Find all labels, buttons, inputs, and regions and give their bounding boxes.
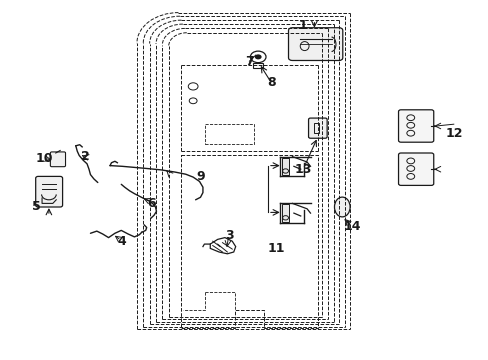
FancyBboxPatch shape	[288, 28, 342, 60]
FancyBboxPatch shape	[308, 118, 326, 138]
Bar	[253, 63, 263, 68]
Bar	[281, 204, 289, 222]
Text: 10: 10	[35, 152, 53, 165]
Bar	[205, 124, 254, 144]
FancyBboxPatch shape	[36, 176, 62, 207]
Bar	[313, 123, 318, 133]
Ellipse shape	[334, 197, 349, 217]
Text: 11: 11	[267, 242, 285, 255]
Text: 7: 7	[244, 55, 253, 68]
Text: 9: 9	[196, 170, 204, 183]
Text: 5: 5	[32, 201, 41, 213]
Text: 6: 6	[147, 197, 156, 210]
Text: 4: 4	[118, 235, 126, 248]
Bar	[281, 158, 289, 175]
FancyBboxPatch shape	[398, 110, 433, 142]
Text: 2: 2	[81, 150, 90, 163]
Text: 14: 14	[343, 220, 360, 233]
FancyBboxPatch shape	[398, 153, 433, 185]
Text: 3: 3	[225, 229, 234, 242]
Text: 12: 12	[445, 127, 463, 140]
Text: 1: 1	[298, 19, 307, 32]
Circle shape	[254, 54, 261, 59]
Text: 8: 8	[266, 76, 275, 89]
FancyBboxPatch shape	[50, 152, 65, 167]
Text: 13: 13	[294, 163, 311, 176]
